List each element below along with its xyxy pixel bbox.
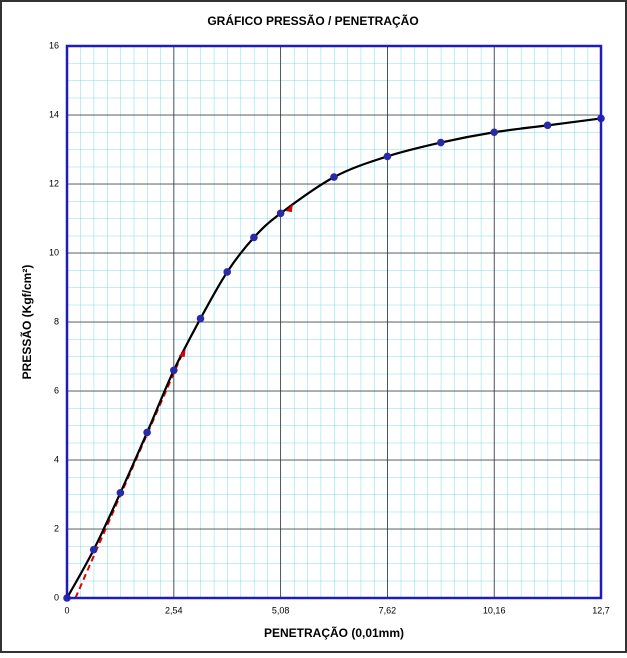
plot-border: [65, 44, 603, 600]
data-point: [89, 545, 98, 554]
x-tick-label: 2,54: [165, 605, 183, 615]
y-tick-label: 8: [54, 316, 59, 326]
corrected-point: [178, 349, 186, 358]
data-point: [250, 233, 258, 242]
chart-title: GRÁFICO PRESSÃO / PENETRAÇÃO: [207, 13, 418, 28]
y-tick-label: 16: [49, 40, 59, 50]
y-tick-label: 6: [54, 385, 59, 395]
x-tick-label: 5,08: [272, 605, 290, 615]
x-tick-label: 12,7: [592, 605, 610, 615]
y-tick-label: 4: [54, 454, 59, 464]
data-point: [543, 121, 552, 130]
data-point: [330, 173, 338, 181]
data-point: [196, 314, 205, 323]
corrected-point: [285, 204, 293, 213]
data-point: [383, 152, 392, 161]
x-tick-label: 7,62: [379, 605, 397, 615]
y-tick-label: 2: [54, 523, 59, 533]
y-tick-label: 12: [49, 178, 59, 188]
data-point: [276, 209, 285, 218]
y-tick-label: 10: [49, 247, 59, 257]
data-point: [116, 488, 125, 497]
y-axis-label: PRESSÃO (Kgf/cm²): [19, 265, 34, 380]
x-tick-label: 10,16: [483, 605, 506, 615]
x-axis-label: PENETRAÇÃO (0,01mm): [264, 625, 404, 640]
data-point: [170, 366, 178, 375]
y-tick-label: 0: [54, 592, 59, 602]
data-point: [223, 268, 231, 276]
y-tick-label: 14: [49, 109, 59, 119]
data-point: [490, 128, 499, 137]
data-point: [437, 138, 445, 147]
x-tick-label: 0: [64, 605, 69, 615]
data-point: [143, 428, 151, 437]
